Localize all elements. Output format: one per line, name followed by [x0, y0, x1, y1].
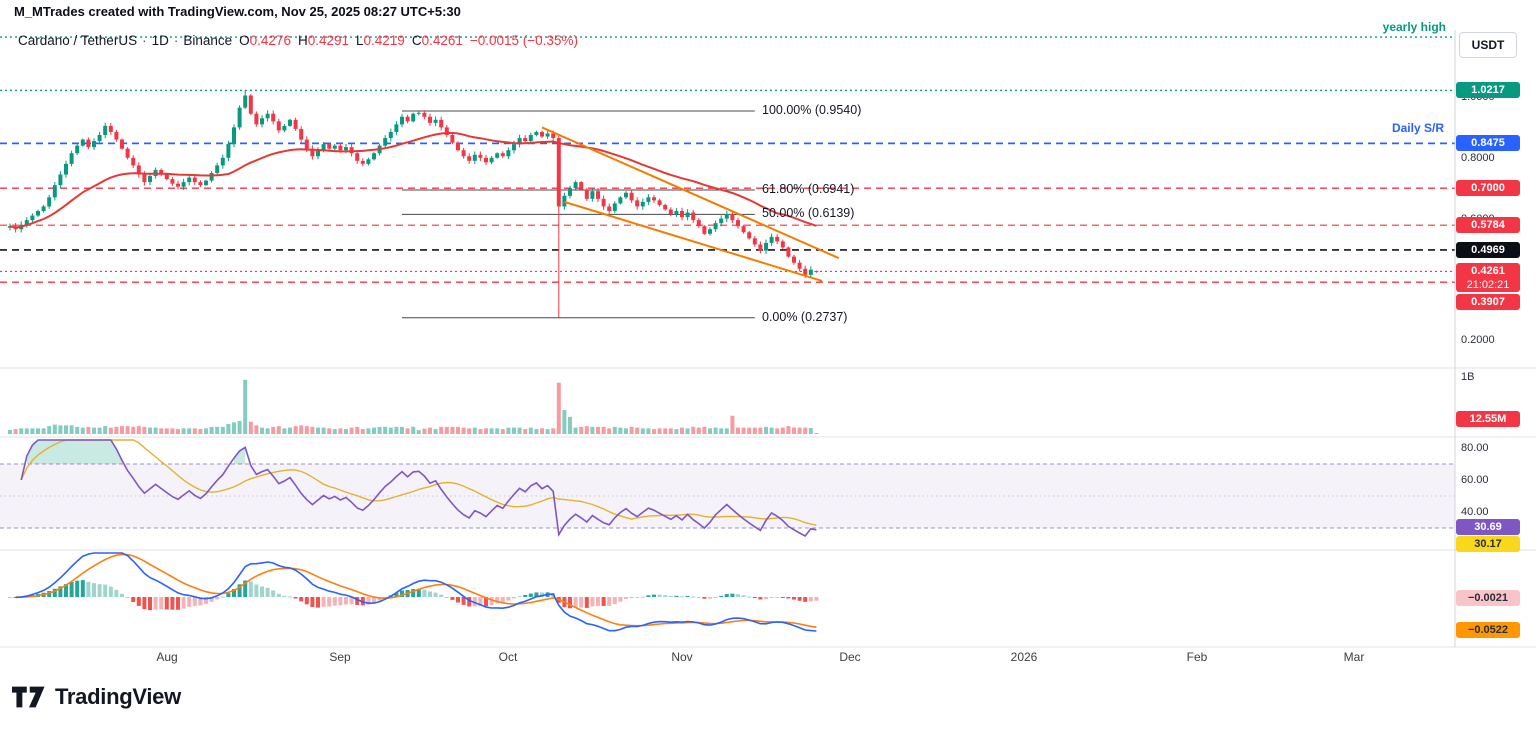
time-axis-label: Aug — [156, 650, 178, 664]
tradingview-logo-text: TradingView — [55, 684, 181, 709]
countdown-timer: 21:02:21 — [1466, 279, 1510, 291]
macd-badge: −0.0021 — [1456, 590, 1520, 606]
price-badge: 0.5784 — [1456, 217, 1520, 233]
price-badge: 1.0217 — [1456, 82, 1520, 98]
price-badge: 0.7000 — [1456, 180, 1520, 196]
chart-canvas[interactable] — [0, 0, 1536, 668]
tradingview-logo-icon — [12, 686, 45, 708]
time-axis-label: Sep — [329, 650, 351, 664]
volume-scale-tick: 1B — [1461, 371, 1475, 383]
price-tick: 0.2000 — [1461, 334, 1495, 347]
time-axis-label: 2026 — [1010, 650, 1038, 664]
time-axis-label: Oct — [498, 650, 518, 664]
macd-badge: −0.0522 — [1456, 622, 1520, 638]
time-axis[interactable]: Aug Sep Oct Nov Dec 2026 Feb Mar — [0, 648, 1455, 670]
tradingview-logo[interactable]: TradingView — [12, 684, 181, 710]
time-axis-label: Dec — [839, 650, 861, 664]
rsi-badge: 30.17 — [1456, 536, 1520, 552]
rsi-tick: 40.00 — [1461, 506, 1489, 518]
rsi-badge: 30.69 — [1456, 519, 1520, 535]
time-axis-label: Mar — [1343, 650, 1365, 664]
price-badge: 0.4261 21:02:21 — [1456, 263, 1520, 292]
currency-button[interactable]: USDT — [1459, 32, 1517, 58]
price-badge: 0.4969 — [1456, 242, 1520, 258]
rsi-tick: 80.00 — [1461, 442, 1489, 454]
price-tick: 0.8000 — [1461, 151, 1495, 164]
volume-badge: 12.55M — [1456, 411, 1520, 427]
rsi-tick: 60.00 — [1461, 474, 1489, 486]
time-axis-label: Nov — [671, 650, 693, 664]
price-scale[interactable]: USDT 1.00000.80000.60000.20001B80.0060.0… — [1455, 0, 1536, 668]
time-axis-label: Feb — [1186, 650, 1208, 664]
price-badge: 0.8475 — [1456, 135, 1520, 151]
price-badge: 0.3907 — [1456, 294, 1520, 310]
